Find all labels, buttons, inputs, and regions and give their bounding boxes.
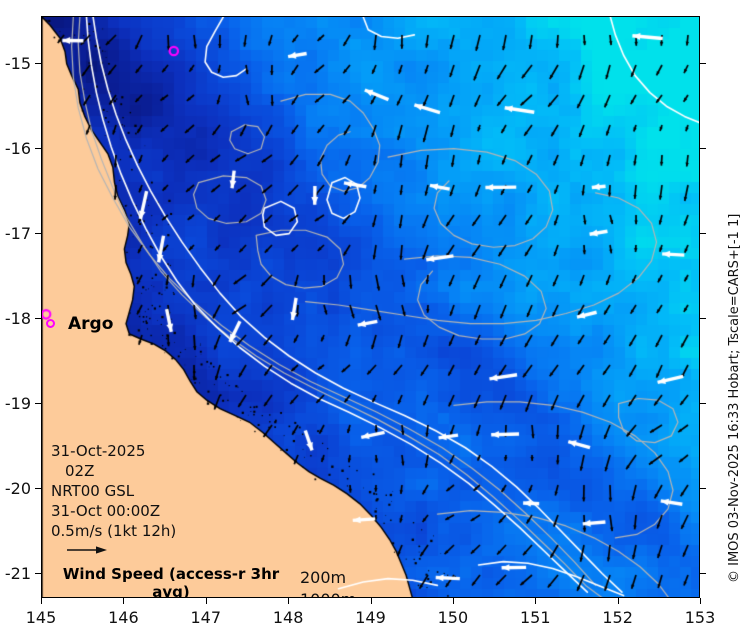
y-tick-label: -19 bbox=[4, 393, 31, 413]
y-tick bbox=[35, 487, 41, 489]
y-tick-right bbox=[700, 487, 706, 489]
y-tick bbox=[35, 232, 41, 234]
reference-vector-arrow-icon bbox=[67, 546, 107, 554]
credit-text: © IMOS 03-Nov-2025 16:33 Hobart; Tscale=… bbox=[703, 16, 742, 598]
x-tick-label: 151 bbox=[519, 608, 551, 627]
depth-1000m-label: 1000m bbox=[300, 589, 366, 597]
x-tick bbox=[370, 598, 372, 604]
y-tick bbox=[35, 402, 41, 404]
x-tick bbox=[205, 598, 207, 604]
x-tick-label: 147 bbox=[190, 608, 222, 627]
y-tick-right bbox=[700, 402, 706, 404]
x-tick bbox=[123, 598, 125, 604]
y-tick-right bbox=[700, 147, 706, 149]
argo-marker-icon bbox=[46, 319, 55, 328]
x-tick-label: 153 bbox=[684, 608, 716, 627]
y-tick bbox=[35, 147, 41, 149]
colorbar-title: Wind Speed (access-r 3hr avg) bbox=[62, 565, 280, 598]
info-line-hour: 02Z bbox=[65, 462, 95, 480]
colorbar: Wind Speed (access-r 3hr avg) 0510152025 bbox=[45, 565, 345, 598]
argo-float-marker-layer[interactable] bbox=[42, 17, 699, 597]
info-line-valid: 31-Oct 00:00Z bbox=[51, 502, 161, 520]
y-tick-label: -15 bbox=[4, 53, 31, 73]
info-line-scale: 0.5m/s (1kt 12h) bbox=[51, 522, 177, 540]
depth-200m-label: 200m bbox=[300, 568, 347, 587]
x-tick-label: 146 bbox=[108, 608, 139, 627]
map-layers bbox=[42, 17, 699, 597]
map-plot-area[interactable]: Argo 31-Oct-2025 02Z NRT00 GSL 31-Oct 00… bbox=[41, 16, 700, 598]
x-tick bbox=[288, 598, 290, 604]
y-tick bbox=[35, 572, 41, 574]
bathymetry-legend: 200m 1000m bbox=[300, 567, 366, 597]
y-tick-label: -18 bbox=[4, 308, 31, 328]
y-tick-label: -20 bbox=[4, 478, 31, 498]
x-tick-label: 149 bbox=[355, 608, 386, 627]
y-tick bbox=[35, 62, 41, 64]
x-tick-label: 148 bbox=[272, 608, 304, 627]
y-tick-label: -17 bbox=[4, 223, 31, 243]
x-tick bbox=[452, 598, 454, 604]
y-tick bbox=[35, 317, 41, 319]
y-tick-right bbox=[700, 232, 706, 234]
y-tick-right bbox=[700, 62, 706, 64]
y-tick-right bbox=[700, 572, 706, 574]
x-tick bbox=[617, 598, 619, 604]
x-tick-label: 152 bbox=[602, 608, 633, 627]
x-tick-label: 145 bbox=[25, 608, 57, 627]
x-tick bbox=[535, 598, 537, 604]
y-tick-right bbox=[700, 317, 706, 319]
y-tick-label: -21 bbox=[4, 563, 31, 583]
y-tick-label: -16 bbox=[4, 138, 31, 158]
x-tick-label: 150 bbox=[437, 608, 469, 627]
info-text-block: 31-Oct-2025 02Z NRT00 GSL 31-Oct 00:00Z … bbox=[51, 441, 176, 561]
x-tick bbox=[700, 598, 701, 604]
info-line-product: NRT00 GSL bbox=[51, 482, 135, 500]
x-tick bbox=[41, 598, 42, 604]
credit-label: © IMOS 03-Nov-2025 16:33 Hobart; Tscale=… bbox=[727, 213, 742, 583]
info-line-date: 31-Oct-2025 bbox=[51, 442, 146, 460]
argo-legend-label: Argo bbox=[68, 314, 114, 334]
